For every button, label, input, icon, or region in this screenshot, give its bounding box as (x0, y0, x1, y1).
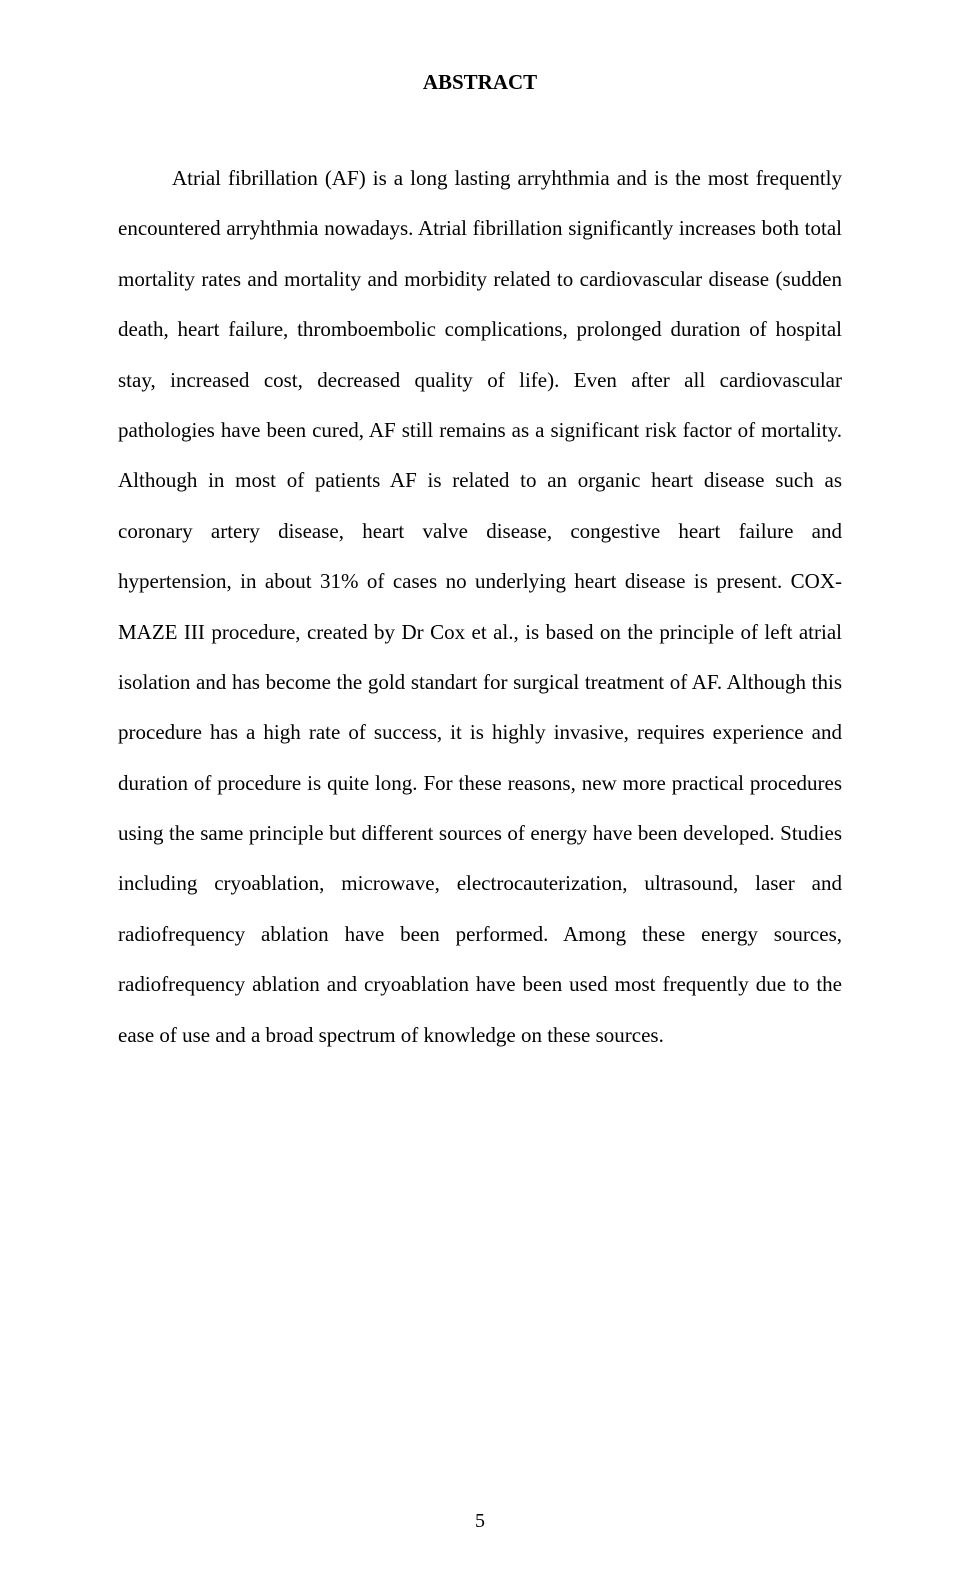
abstract-body: Atrial fibrillation (AF) is a long lasti… (118, 153, 842, 1060)
abstract-title: ABSTRACT (118, 70, 842, 95)
page-number: 5 (0, 1510, 960, 1533)
document-page: ABSTRACT Atrial fibrillation (AF) is a l… (0, 0, 960, 1569)
